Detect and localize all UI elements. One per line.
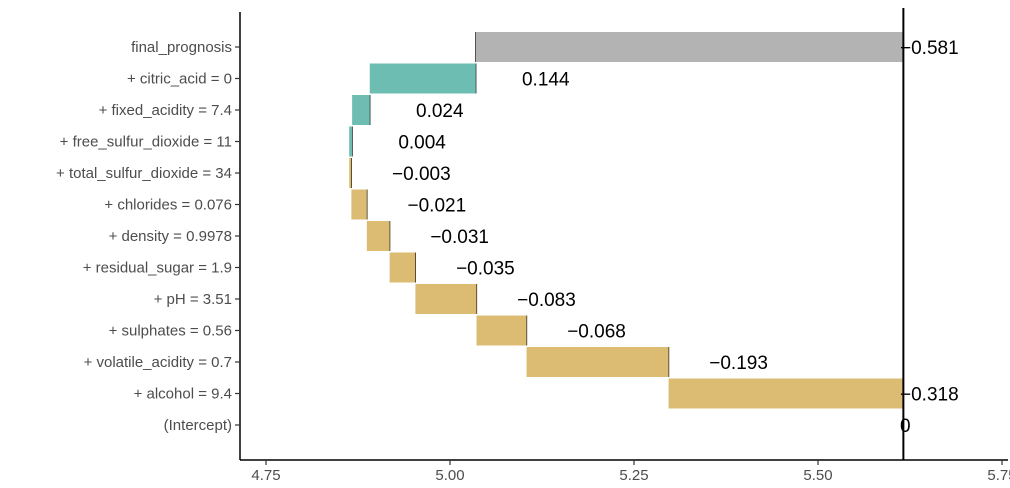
bar-1 bbox=[369, 63, 476, 94]
y-axis-ticks bbox=[235, 46, 240, 426]
value-label-1: 0.144 bbox=[522, 70, 570, 91]
y-label-2: + fixed_acidity = 7.4 bbox=[99, 102, 232, 119]
value-label-9: −0.068 bbox=[567, 322, 626, 343]
y-label-9: + sulphates = 0.56 bbox=[109, 323, 232, 340]
bar-10 bbox=[526, 347, 669, 377]
value-labels: −0.581 0.144 0.024 0.004 −0.003 −0.021 −0.031 −… bbox=[392, 38, 959, 437]
x-tick-label-1: 5.00 bbox=[435, 467, 464, 484]
value-label-3: 0.004 bbox=[398, 133, 446, 154]
y-label-12: (Intercept) bbox=[164, 417, 232, 434]
y-label-8: + pH = 3.51 bbox=[154, 291, 232, 308]
y-label-4: + total_sulfur_dioxide = 34 bbox=[56, 165, 232, 182]
bar-3 bbox=[349, 126, 353, 157]
value-label-12: 0 bbox=[900, 416, 911, 437]
bar-11 bbox=[668, 378, 904, 409]
x-tick-label-4: 5.75 bbox=[987, 467, 1010, 484]
value-label-5: −0.021 bbox=[408, 196, 467, 217]
y-label-7: + residual_sugar = 1.9 bbox=[83, 260, 232, 277]
value-label-6: −0.031 bbox=[430, 227, 489, 248]
y-label-6: + density = 0.9978 bbox=[109, 228, 232, 245]
bar-5 bbox=[351, 189, 367, 220]
value-label-2: 0.024 bbox=[416, 101, 464, 122]
y-label-0: final_prognosis bbox=[131, 39, 232, 56]
x-tick-label-2: 5.25 bbox=[619, 467, 648, 484]
bars-group bbox=[349, 32, 904, 409]
y-axis-labels: final_prognosis + citric_acid = 0 + fixed_… bbox=[56, 39, 232, 434]
x-axis-ticks: 4.75 5.00 5.25 5.50 5.75 bbox=[251, 460, 1010, 484]
bar-6 bbox=[366, 221, 390, 251]
y-label-1: + citric_acid = 0 bbox=[127, 71, 232, 88]
bar-8 bbox=[415, 284, 477, 314]
x-tick-label-0: 4.75 bbox=[251, 467, 280, 484]
value-label-11: −0.318 bbox=[900, 385, 959, 406]
value-label-0: −0.581 bbox=[900, 38, 959, 59]
bar-7 bbox=[389, 252, 416, 283]
y-label-10: + volatile_acidity = 0.7 bbox=[84, 354, 232, 371]
y-label-11: + alcohol = 9.4 bbox=[134, 386, 232, 403]
y-label-3: + free_sulfur_dioxide = 11 bbox=[60, 134, 232, 151]
value-label-8: −0.083 bbox=[517, 290, 576, 311]
x-tick-label-3: 5.50 bbox=[803, 467, 832, 484]
value-label-7: −0.035 bbox=[456, 259, 515, 280]
bar-0 bbox=[475, 32, 904, 62]
value-label-4: −0.003 bbox=[392, 164, 451, 185]
y-label-5: + chlorides = 0.076 bbox=[104, 197, 232, 214]
value-label-10: −0.193 bbox=[709, 353, 768, 374]
bar-2 bbox=[352, 95, 370, 125]
bar-4 bbox=[349, 158, 352, 188]
bar-9 bbox=[476, 315, 527, 346]
